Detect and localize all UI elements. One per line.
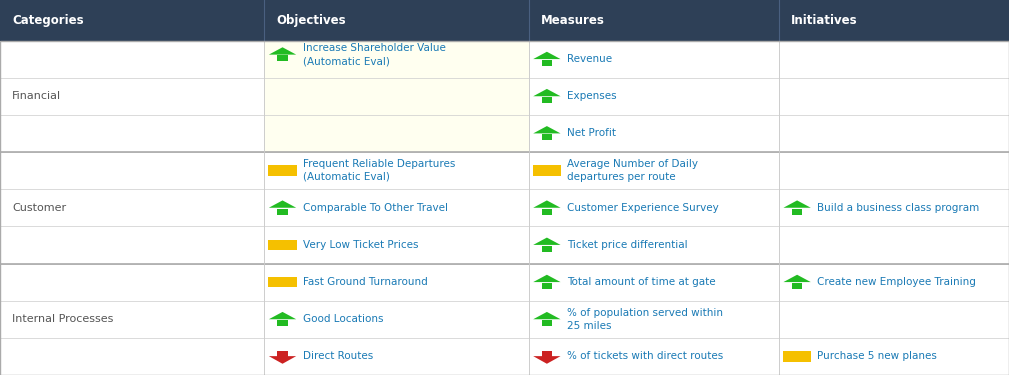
Bar — [542, 246, 552, 252]
Bar — [0, 338, 264, 375]
Bar — [264, 78, 529, 115]
Bar — [268, 240, 297, 250]
Bar — [0, 226, 264, 264]
Bar — [529, 338, 779, 375]
Bar — [779, 189, 1009, 226]
Bar — [542, 97, 552, 103]
Bar — [542, 209, 552, 214]
Polygon shape — [268, 200, 297, 208]
Text: Net Profit: Net Profit — [567, 128, 616, 138]
Text: Financial: Financial — [12, 91, 62, 101]
Bar — [0, 115, 264, 152]
Bar — [277, 320, 288, 326]
Bar — [264, 226, 529, 264]
Bar — [792, 283, 802, 289]
Polygon shape — [268, 312, 297, 319]
Bar — [268, 277, 297, 287]
Bar — [264, 152, 529, 189]
Polygon shape — [783, 200, 811, 208]
Bar — [0, 0, 1009, 40]
Bar — [529, 301, 779, 338]
Text: Average Number of Daily
departures per route: Average Number of Daily departures per r… — [567, 159, 698, 182]
Bar — [0, 40, 1009, 375]
Bar — [779, 264, 1009, 301]
Bar — [529, 264, 779, 301]
Bar — [783, 351, 811, 362]
Bar — [0, 40, 264, 78]
Text: Internal Processes: Internal Processes — [12, 314, 113, 324]
Bar — [268, 165, 297, 176]
Text: Categories: Categories — [12, 14, 84, 27]
Bar — [779, 78, 1009, 115]
Bar — [264, 189, 529, 226]
Polygon shape — [533, 126, 561, 134]
Bar — [529, 40, 779, 78]
Bar — [529, 115, 779, 152]
Bar — [0, 264, 264, 301]
Text: Increase Shareholder Value
(Automatic Eval): Increase Shareholder Value (Automatic Ev… — [303, 43, 446, 66]
Text: % of population served within
25 miles: % of population served within 25 miles — [567, 308, 723, 331]
Bar — [0, 189, 264, 226]
Polygon shape — [533, 238, 561, 245]
Text: Objectives: Objectives — [276, 14, 346, 27]
Polygon shape — [268, 47, 297, 55]
Polygon shape — [533, 52, 561, 59]
Text: Revenue: Revenue — [567, 54, 612, 64]
Bar — [264, 40, 529, 78]
Text: Expenses: Expenses — [567, 91, 616, 101]
Bar — [264, 301, 529, 338]
Text: Good Locations: Good Locations — [303, 314, 383, 324]
Bar — [529, 152, 779, 189]
Bar — [779, 301, 1009, 338]
Bar — [542, 351, 552, 357]
Text: Customer: Customer — [12, 203, 67, 213]
Bar — [542, 320, 552, 326]
Polygon shape — [533, 89, 561, 96]
Text: Frequent Reliable Departures
(Automatic Eval): Frequent Reliable Departures (Automatic … — [303, 159, 455, 182]
Polygon shape — [533, 356, 561, 364]
Text: Initiatives: Initiatives — [791, 14, 858, 27]
Polygon shape — [533, 200, 561, 208]
Bar — [542, 283, 552, 289]
Bar — [529, 189, 779, 226]
Text: Create new Employee Training: Create new Employee Training — [817, 277, 976, 287]
Bar — [264, 115, 529, 152]
Text: Purchase 5 new planes: Purchase 5 new planes — [817, 351, 937, 361]
Text: Very Low Ticket Prices: Very Low Ticket Prices — [303, 240, 418, 250]
Bar — [533, 165, 561, 176]
Bar — [542, 60, 552, 66]
Bar — [0, 152, 264, 189]
Bar — [792, 209, 802, 214]
Text: Measures: Measures — [541, 14, 604, 27]
Bar — [277, 56, 288, 62]
Text: Total amount of time at gate: Total amount of time at gate — [567, 277, 715, 287]
Text: Customer Experience Survey: Customer Experience Survey — [567, 203, 718, 213]
Bar — [542, 134, 552, 140]
Bar — [779, 115, 1009, 152]
Polygon shape — [533, 275, 561, 282]
Text: % of tickets with direct routes: % of tickets with direct routes — [567, 351, 723, 361]
Bar — [277, 351, 288, 357]
Bar — [779, 40, 1009, 78]
Bar — [529, 226, 779, 264]
Bar — [264, 338, 529, 375]
Polygon shape — [268, 356, 297, 364]
Text: Comparable To Other Travel: Comparable To Other Travel — [303, 203, 448, 213]
Bar — [779, 338, 1009, 375]
Bar — [529, 78, 779, 115]
Bar — [0, 78, 264, 115]
Text: Ticket price differential: Ticket price differential — [567, 240, 688, 250]
Bar — [0, 301, 264, 338]
Bar — [264, 264, 529, 301]
Text: Direct Routes: Direct Routes — [303, 351, 373, 361]
Polygon shape — [783, 275, 811, 282]
Bar — [779, 226, 1009, 264]
Polygon shape — [533, 312, 561, 319]
Bar — [779, 152, 1009, 189]
Text: Build a business class program: Build a business class program — [817, 203, 980, 213]
Text: Fast Ground Turnaround: Fast Ground Turnaround — [303, 277, 428, 287]
Bar — [277, 209, 288, 214]
